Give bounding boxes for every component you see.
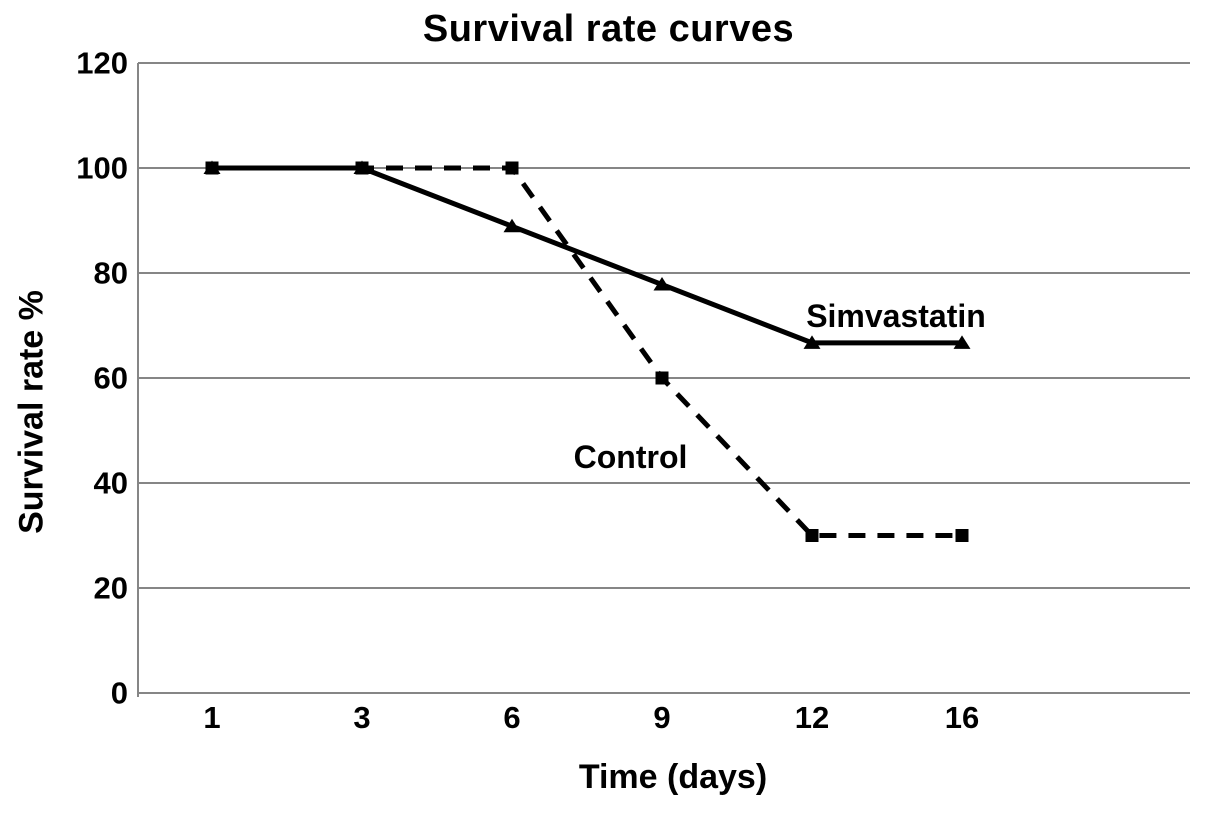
marker-square-control bbox=[355, 161, 369, 175]
x-tick-label-16: 16 bbox=[944, 700, 980, 735]
x-axis-label: Time (days) bbox=[578, 758, 768, 796]
x-tick-label-6: 6 bbox=[503, 700, 521, 735]
marker-square-control bbox=[205, 161, 219, 175]
y-tick-label-40: 40 bbox=[93, 465, 128, 501]
marker-triangle-simvastatin bbox=[653, 277, 671, 291]
chart-title: Survival rate curves bbox=[422, 8, 795, 50]
annotation-control: Control bbox=[573, 438, 688, 475]
marker-square-control bbox=[505, 161, 519, 175]
y-tick-label-80: 80 bbox=[93, 255, 128, 291]
series-line-control bbox=[212, 165, 962, 538]
marker-triangle-simvastatin bbox=[503, 218, 521, 233]
marker-triangle-simvastatin bbox=[953, 335, 971, 349]
x-tick-label-9: 9 bbox=[653, 700, 671, 735]
y-tick-label-120: 120 bbox=[76, 45, 128, 81]
annotation-simvastatin: Simvastatin bbox=[806, 298, 986, 335]
y-tick-label-60: 60 bbox=[93, 360, 128, 396]
x-tick-label-1: 1 bbox=[203, 700, 221, 735]
y-tick-label-0: 0 bbox=[110, 675, 128, 711]
x-tick-label-3: 3 bbox=[353, 700, 371, 735]
marker-square-control bbox=[955, 529, 969, 542]
marker-square-control bbox=[655, 371, 669, 385]
y-tick-label-100: 100 bbox=[76, 150, 128, 186]
marker-square-control bbox=[805, 529, 819, 542]
x-tick-label-12: 12 bbox=[794, 700, 830, 735]
marker-triangle-simvastatin bbox=[803, 335, 821, 349]
y-tick-label-20: 20 bbox=[93, 570, 128, 606]
